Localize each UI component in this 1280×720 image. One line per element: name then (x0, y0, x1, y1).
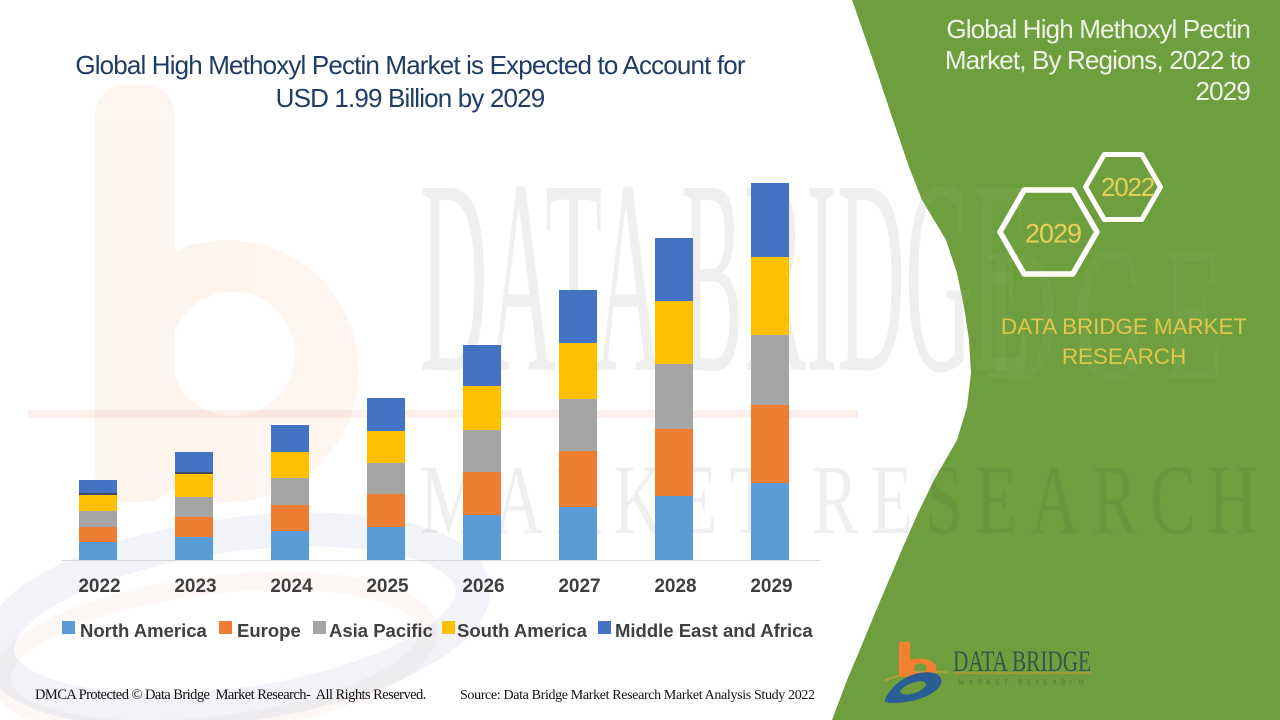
svg-text:2022: 2022 (1101, 172, 1155, 202)
svg-text:MARKET RESEARCH: MARKET RESEARCH (958, 677, 1088, 686)
svg-text:2029: 2029 (1025, 219, 1081, 249)
